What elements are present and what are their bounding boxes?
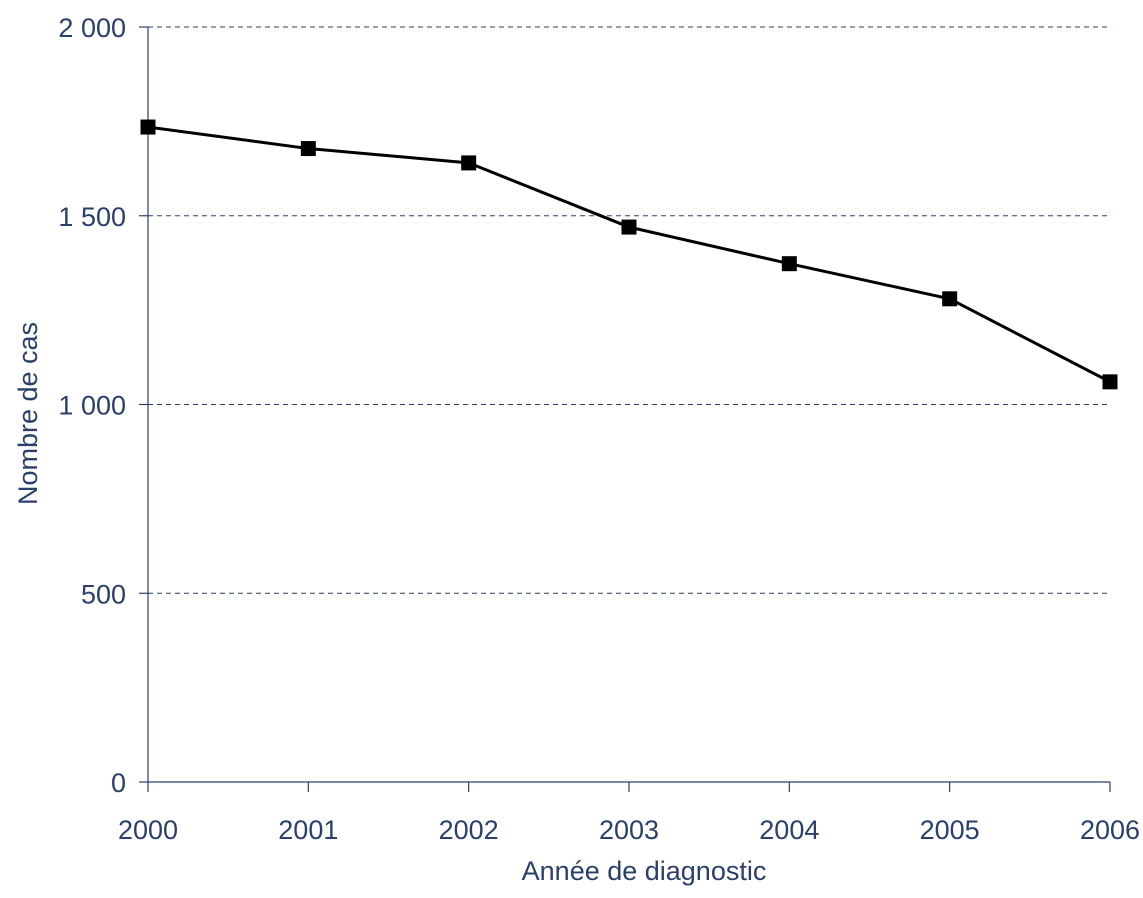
data-point-2000 [140, 119, 156, 135]
data-point-2002 [461, 155, 477, 171]
y-tick-label: 2 000 [58, 13, 126, 43]
data-point-2003 [621, 219, 637, 235]
grid-lines [148, 26, 1110, 594]
y-tick-label: 500 [81, 579, 126, 609]
y-tick-label: 0 [111, 768, 126, 798]
x-tick-label: 2004 [759, 815, 819, 845]
x-tick-label: 2002 [439, 815, 499, 845]
data-point-2001 [300, 141, 316, 157]
series [140, 119, 1118, 390]
x-tick-label: 2005 [920, 815, 980, 845]
series-line [147, 125, 1111, 384]
x-tick-labels: 2000 2001 2002 2003 2004 2005 2006 [118, 782, 1140, 845]
y-axis-title: Nombre de cas [13, 322, 43, 505]
x-tick-label: 2003 [599, 815, 659, 845]
data-point-2005 [942, 291, 958, 307]
x-tick-label: 2001 [278, 815, 338, 845]
data-point-2006 [1102, 374, 1118, 390]
data-point-2004 [781, 256, 797, 272]
x-tick-label: 2006 [1080, 815, 1140, 845]
y-tick-label: 1 500 [58, 202, 126, 232]
x-tick-label: 2000 [118, 815, 178, 845]
y-tick-labels: 0 500 1 000 1 500 2 000 [58, 13, 148, 798]
x-axis-title: Année de diagnostic [522, 856, 767, 886]
y-tick-label: 1 000 [58, 391, 126, 421]
